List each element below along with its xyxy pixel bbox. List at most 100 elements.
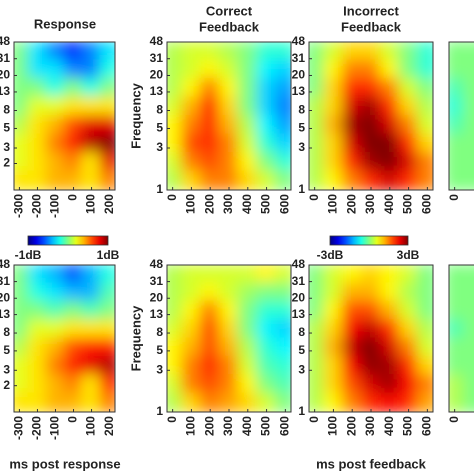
heat-cell — [360, 319, 382, 340]
heat-cell — [181, 374, 202, 395]
heat-cell — [167, 78, 184, 99]
x-tick-label: 100 — [84, 416, 98, 436]
heatmap-cells — [14, 265, 115, 412]
heat-cell — [45, 392, 66, 412]
heat-cell — [45, 300, 66, 322]
y-tick-label: 1 — [298, 182, 305, 196]
heat-cell — [463, 282, 474, 303]
heat-cell — [181, 78, 202, 99]
heat-cell — [463, 300, 474, 322]
heat-cell — [463, 133, 474, 154]
heat-cell — [360, 133, 382, 154]
heatmap-cells — [167, 265, 291, 412]
heat-cell — [181, 300, 202, 322]
heat-cell — [45, 115, 66, 136]
heat-cell — [379, 282, 401, 303]
heat-cell — [27, 170, 48, 190]
x-tick-label: 0 — [307, 194, 321, 201]
x-tick-label: 400 — [240, 416, 254, 436]
heat-cell — [416, 42, 433, 62]
heat-cell — [379, 265, 401, 285]
heat-cell — [323, 152, 344, 173]
heat-cell — [256, 337, 277, 358]
heat-cell — [63, 337, 84, 358]
x-tick-label: 300 — [221, 194, 235, 214]
heat-cell — [398, 374, 419, 395]
x-tick-label: -100 — [48, 416, 62, 440]
heat-cell — [63, 282, 84, 303]
heat-cell — [398, 170, 419, 190]
heat-cell — [167, 133, 184, 154]
heat-cell — [379, 337, 401, 358]
heat-cell — [416, 392, 433, 412]
heat-cell — [463, 152, 474, 173]
heat-cell — [256, 96, 277, 117]
y-tick-label: 48 — [150, 34, 164, 48]
heat-cell — [274, 265, 291, 285]
heatmap — [449, 42, 474, 190]
x-tick-label: 0 — [165, 416, 179, 423]
y-tick-label: 8 — [156, 325, 163, 339]
heat-cell — [323, 282, 344, 303]
heatmap-cells — [167, 42, 291, 190]
x-tick-label: 200 — [202, 416, 216, 436]
heat-cell — [237, 355, 259, 377]
heat-cell — [199, 152, 221, 173]
y-tick-label: 13 — [150, 307, 164, 321]
heat-cell — [167, 152, 184, 173]
heat-cell — [449, 133, 466, 154]
heat-cell — [45, 133, 66, 154]
heat-cell — [218, 265, 240, 285]
heat-cell — [449, 392, 466, 412]
heat-cell — [360, 115, 382, 136]
heat-cell — [99, 115, 115, 136]
x-tick-label: 600 — [420, 194, 434, 214]
heat-cell — [274, 337, 291, 358]
heat-cell — [449, 170, 466, 190]
y-tick-label: 48 — [292, 34, 306, 48]
heat-cell — [63, 300, 84, 322]
x-tick-label: 100 — [326, 416, 340, 436]
plot-frame — [13, 41, 116, 191]
y-axis-label: Frequency — [128, 305, 143, 372]
heat-cell — [379, 319, 401, 340]
heat-cell — [27, 59, 48, 80]
heat-cell — [167, 282, 184, 303]
heat-cell — [341, 355, 363, 377]
y-tick-label: 1 — [156, 182, 163, 196]
heatmap-cells — [449, 265, 474, 412]
heat-cell — [416, 133, 433, 154]
heat-cell — [463, 42, 474, 62]
heat-cell — [218, 59, 240, 80]
x-tick-label: 300 — [363, 194, 377, 214]
x-tick-label: -100 — [48, 194, 62, 218]
heat-cell — [181, 115, 202, 136]
x-tick-label: 100 — [84, 194, 98, 214]
heat-cell — [398, 300, 419, 322]
heat-cell — [14, 300, 30, 322]
heat-cell — [360, 152, 382, 173]
heat-cell — [81, 42, 102, 62]
heat-cell — [81, 392, 102, 412]
heat-cell — [463, 374, 474, 395]
x-tick-label: 200 — [102, 416, 116, 436]
heat-cell — [237, 319, 259, 340]
heat-cell — [199, 78, 221, 99]
heat-cell — [81, 133, 102, 154]
y-tick-label: 3 — [298, 140, 305, 154]
heat-cell — [63, 152, 84, 173]
heat-cell — [99, 337, 115, 358]
heat-cell — [323, 355, 344, 377]
heat-cell — [341, 300, 363, 322]
y-tick-label: 20 — [0, 68, 10, 82]
heat-cell — [199, 355, 221, 377]
heat-cell — [323, 59, 344, 80]
heat-cell — [274, 78, 291, 99]
heat-cell — [341, 78, 363, 99]
heat-cell — [27, 300, 48, 322]
heat-cell — [27, 337, 48, 358]
heat-cell — [256, 300, 277, 322]
heat-cell — [341, 265, 363, 285]
heat-cell — [99, 42, 115, 62]
